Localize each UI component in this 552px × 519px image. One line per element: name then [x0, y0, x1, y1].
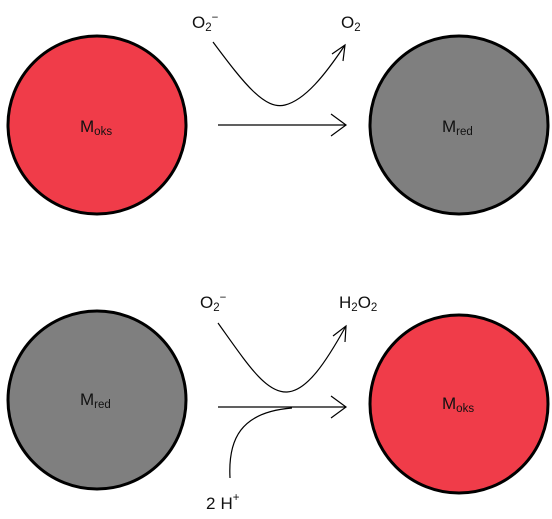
reaction-1-right-metal-label: Mred [442, 117, 473, 138]
reaction-2-curved-arrow [217, 322, 347, 393]
reaction-1-right-metal-circle [368, 34, 550, 216]
reaction-2-right-metal-circle [368, 313, 550, 495]
reaction-1: Moks Mred O2− O2 [6, 12, 550, 216]
reaction-1-left-metal-circle [6, 34, 188, 216]
reaction-1-curved-arrowhead [331, 43, 346, 62]
reaction-1-curved-arrow [212, 41, 346, 107]
reaction-2-straight-arrowhead [330, 395, 348, 419]
reaction-1-product-label: O2 [341, 13, 361, 34]
reaction-1-left-metal-label: Moks [80, 117, 112, 138]
reaction-2-left-metal-label: Mred [80, 390, 111, 411]
reaction-2-curved-arrowhead [332, 324, 347, 343]
reaction-2-co-reactant-label: 2 H+ [206, 492, 240, 513]
reaction-2-left-metal-circle [6, 309, 188, 491]
reaction-2: Mred Moks O2− H2O2 2 H+ [6, 292, 550, 513]
reaction-2-co-reactant-curve [229, 407, 293, 479]
reaction-2-product-label: H2O2 [339, 293, 377, 314]
reaction-2-right-metal-label: Moks [442, 394, 474, 415]
reaction-2-reactant-label: O2− [200, 292, 227, 314]
reaction-1-straight-arrowhead [330, 113, 348, 137]
reaction-1-reactant-label: O2− [192, 12, 219, 34]
